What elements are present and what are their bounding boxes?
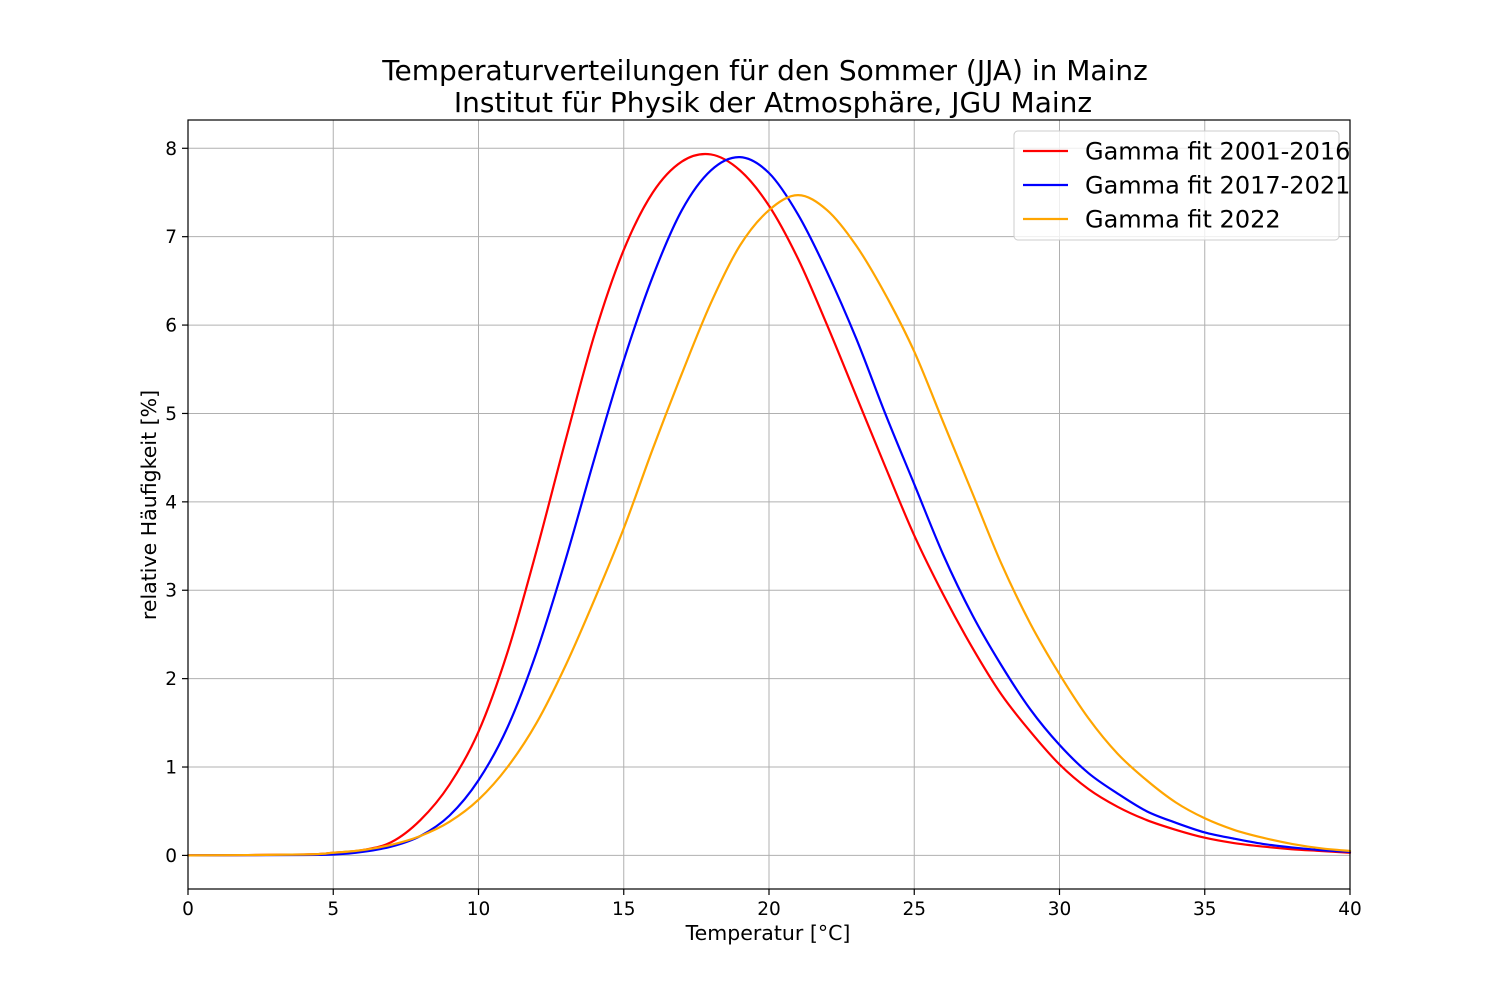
grid — [187, 120, 1351, 889]
y-tick-label: 1 — [165, 758, 177, 779]
y-tick-label: 0 — [165, 846, 177, 867]
x-tick-label: 30 — [1048, 899, 1072, 920]
series-line-1 — [186, 152, 1352, 857]
series-group — [186, 152, 1352, 857]
y-tick-label: 3 — [165, 581, 177, 602]
x-tick-label: 5 — [327, 899, 339, 920]
x-tick-label: 25 — [902, 899, 926, 920]
x-tick-label: 35 — [1193, 899, 1217, 920]
y-tick-label: 5 — [165, 404, 177, 425]
x-tick-label: 15 — [612, 899, 636, 920]
series-line-2 — [186, 156, 1352, 857]
axis-ticks: 0 5 10 15 20 25 30 35 40 0 1 2 3 4 5 6 7 8 — [165, 139, 1362, 920]
x-tick-label: 40 — [1338, 899, 1362, 920]
y-tick-label: 4 — [165, 492, 177, 513]
y-tick-label: 7 — [165, 227, 177, 248]
x-tick-label: 0 — [182, 899, 194, 920]
chart-subtitle: Institut für Physik der Atmosphäre, JGU … — [454, 86, 1092, 119]
y-tick-label: 6 — [165, 316, 177, 337]
y-axis-label: relative Häufigkeit [%] — [137, 390, 161, 620]
legend-box — [1013, 130, 1340, 241]
legend-entry-label: Gamma fit 2022 — [1085, 206, 1281, 234]
y-tick-label: 2 — [165, 669, 177, 690]
y-tick-label: 8 — [165, 139, 177, 160]
legend-entry-label: Gamma fit 2017-2021 — [1085, 172, 1350, 200]
chart-title: Temperaturverteilungen für den Sommer (J… — [381, 54, 1148, 87]
x-tick-label: 10 — [467, 899, 491, 920]
x-tick-label: 20 — [757, 899, 781, 920]
x-axis-label: Temperatur [°C] — [685, 921, 851, 945]
series-line-3 — [186, 194, 1352, 857]
legend-entry-label: Gamma fit 2001-2016 — [1085, 138, 1350, 166]
legend: Gamma fit 2001-2016 Gamma fit 2017-2021 Ga… — [1013, 130, 1350, 241]
